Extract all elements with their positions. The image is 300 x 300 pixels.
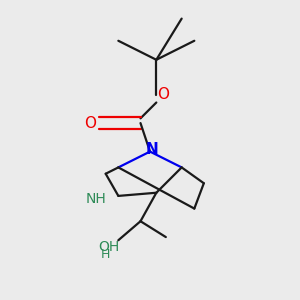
Text: N: N bbox=[145, 142, 158, 158]
Text: H: H bbox=[101, 248, 110, 261]
Text: NH: NH bbox=[86, 192, 106, 206]
Text: O: O bbox=[84, 116, 96, 130]
Text: OH: OH bbox=[98, 240, 119, 254]
Text: O: O bbox=[157, 87, 169, 102]
